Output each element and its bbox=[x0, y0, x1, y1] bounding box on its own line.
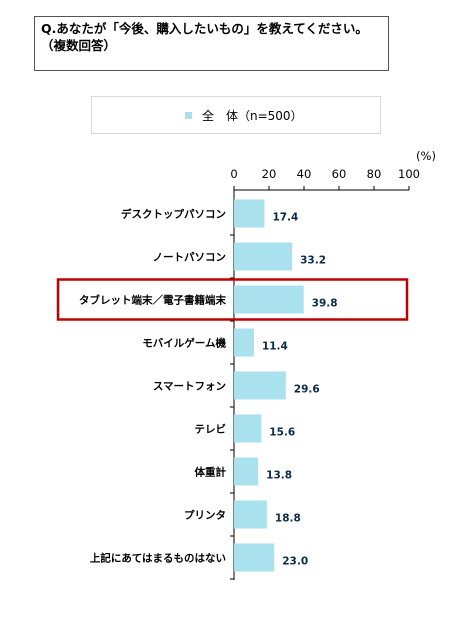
question-text: Q.あなたが「今後、購入したいもの」を教えてください。 bbox=[41, 21, 368, 36]
legend-swatch bbox=[185, 112, 192, 119]
bar bbox=[234, 500, 267, 529]
x-tick-label: 40 bbox=[297, 167, 312, 181]
data-label: 29.6 bbox=[294, 384, 320, 396]
bar bbox=[234, 371, 286, 400]
bar bbox=[234, 199, 265, 228]
x-tick-label: 60 bbox=[332, 167, 347, 181]
chart-legend: 全 体（n=500） bbox=[91, 96, 381, 134]
bar bbox=[234, 285, 304, 314]
highlight-frame bbox=[56, 278, 409, 321]
data-label: 17.4 bbox=[272, 212, 298, 224]
category-label: プリンタ bbox=[184, 509, 226, 522]
category-label: ノートパソコン bbox=[153, 252, 227, 264]
x-tick-label: 0 bbox=[230, 167, 237, 181]
question-box: Q.あなたが「今後、購入したいもの」を教えてください。 （複数回答） bbox=[34, 16, 389, 71]
data-label: 11.4 bbox=[262, 341, 288, 353]
data-label: 39.8 bbox=[312, 298, 338, 310]
x-tick-label: 80 bbox=[367, 167, 382, 181]
axis-unit-label: (%) bbox=[416, 149, 436, 163]
question-note: （複数回答） bbox=[41, 38, 117, 53]
data-label: 13.8 bbox=[266, 470, 292, 482]
category-label: スマートフォン bbox=[153, 381, 226, 393]
category-label: デスクトップパソコン bbox=[121, 208, 226, 221]
legend-label: 全 体（n=500） bbox=[202, 109, 303, 123]
category-label: 体重計 bbox=[195, 466, 227, 479]
bar bbox=[234, 543, 275, 572]
bar bbox=[234, 328, 254, 357]
category-label: タブレット端末／電子書籍端末 bbox=[79, 294, 226, 307]
bar bbox=[234, 414, 262, 443]
category-label: モバイルゲーム機 bbox=[142, 337, 226, 350]
category-label: テレビ bbox=[195, 423, 227, 436]
category-label: 上記にあてはまるものはない bbox=[90, 552, 226, 565]
data-label: 33.2 bbox=[300, 255, 326, 267]
bar bbox=[234, 457, 259, 486]
bar bbox=[234, 242, 293, 271]
x-tick-label: 100 bbox=[398, 167, 420, 181]
x-tick-label: 20 bbox=[262, 167, 277, 181]
data-label: 23.0 bbox=[282, 556, 308, 568]
data-label: 18.8 bbox=[275, 513, 301, 525]
data-label: 15.6 bbox=[269, 427, 295, 439]
